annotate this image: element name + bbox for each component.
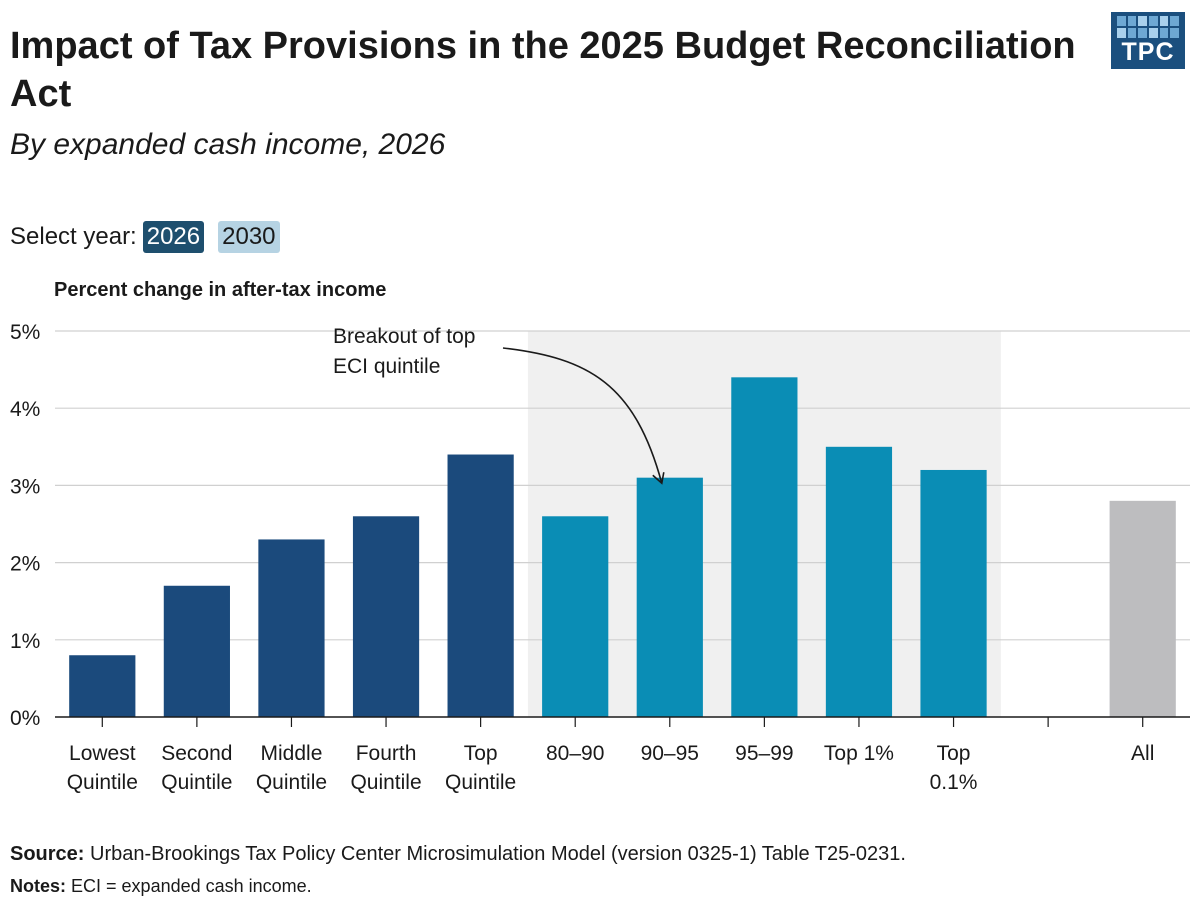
x-tick-label: Top [464, 742, 498, 765]
logo-text: TPC [1121, 38, 1175, 66]
bar [69, 655, 136, 717]
bar [163, 585, 230, 717]
tpc-logo: TPC [1111, 12, 1185, 69]
x-tick-label: 0.1% [930, 771, 978, 794]
source-text: Urban-Brookings Tax Policy Center Micros… [90, 843, 906, 865]
y-tick-label: 0% [10, 707, 40, 730]
year-selector: Select year: 2026 2030 [10, 221, 294, 253]
x-tick-label: Fourth [356, 742, 417, 765]
annotation-arrowhead [652, 472, 665, 485]
x-tick-label: 95–99 [735, 742, 793, 765]
x-tick-label: Middle [261, 742, 323, 765]
bar [731, 377, 798, 717]
notes-label: Notes: [10, 876, 67, 896]
notes-text: ECI = expanded cash income. [71, 876, 312, 896]
bar [825, 446, 893, 717]
bar [352, 516, 420, 717]
x-tick-label: Quintile [445, 771, 516, 794]
annotation-arrow [502, 347, 663, 484]
year-option-2026[interactable]: 2026 [142, 221, 205, 253]
y-tick-label: 3% [10, 475, 40, 498]
x-tick-label: Quintile [256, 771, 327, 794]
x-tick-label: All [1131, 742, 1154, 765]
x-tick-label: Quintile [161, 771, 232, 794]
x-tick-label: Second [161, 742, 232, 765]
x-tick-label: 90–95 [641, 742, 699, 765]
bar-chart: 0% 1% 2% 3% 4% 5% Lowest Quintile Second Quintile… [10, 321, 1190, 794]
y-axis-title: Percent change in after-tax income [54, 279, 387, 301]
y-tick-label: 5% [10, 321, 40, 344]
y-tick-label: 4% [10, 398, 40, 421]
bar [542, 516, 609, 717]
x-tick-label: Lowest [69, 742, 136, 765]
y-tick-label: 2% [10, 553, 40, 576]
annotation-text: Breakout of top [333, 325, 475, 348]
y-tick-label: 1% [10, 630, 40, 653]
bar [258, 539, 325, 717]
year-option-2030[interactable]: 2030 [218, 221, 280, 253]
bar [447, 454, 514, 717]
year-selector-label: Select year: [10, 223, 137, 250]
x-tick-label: Top [937, 742, 971, 765]
x-tick-label: 80–90 [546, 742, 604, 765]
logo-grid-mark [1117, 16, 1179, 38]
notes: Notes: ECI = expanded cash income. [10, 876, 312, 897]
chart-subtitle: By expanded cash income, 2026 [10, 128, 446, 161]
bar [920, 469, 987, 717]
x-tick-label: Quintile [67, 771, 138, 794]
chart-title: Impact of Tax Provisions in the 2025 Bud… [10, 25, 1076, 115]
source-note: Source: Urban-Brookings Tax Policy Cente… [10, 843, 906, 866]
bar [1109, 500, 1176, 717]
bar [636, 477, 703, 717]
x-tick-label: Quintile [350, 771, 421, 794]
annotation-text: ECI quintile [333, 355, 440, 378]
source-label: Source: [10, 843, 85, 865]
x-tick-label: Top 1% [824, 742, 894, 765]
